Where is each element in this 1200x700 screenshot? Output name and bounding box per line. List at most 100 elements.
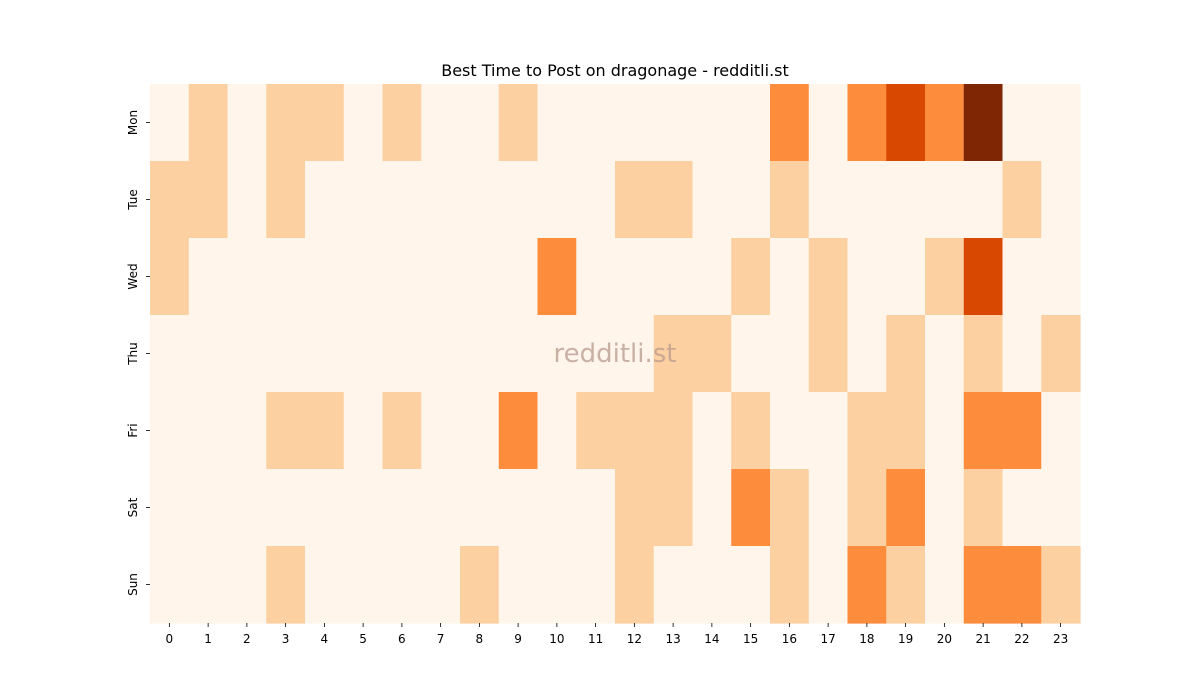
heatmap-cell-sun-7 [421, 546, 461, 624]
heatmap-cell-tue-0 [150, 161, 190, 239]
heatmap-cell-fri-19 [886, 392, 926, 470]
heatmap-cell-sat-5 [343, 469, 384, 547]
heatmap-cell-wed-3 [266, 238, 306, 316]
heatmap-cell-mon-16 [770, 84, 810, 162]
heatmap-cell-tue-7 [421, 161, 461, 239]
heatmap-cell-wed-4 [305, 238, 345, 316]
x-tick-label-9: 9 [514, 632, 522, 646]
heatmap-cell-mon-13 [653, 84, 694, 162]
heatmap-cell-fri-18 [847, 392, 887, 470]
x-tick-label-1: 1 [204, 632, 212, 646]
heatmap-cell-thu-4 [305, 315, 345, 393]
heatmap-cell-tue-3 [266, 161, 306, 239]
heatmap-cell-thu-22 [1002, 315, 1042, 393]
y-tick-label-tue: Tue [126, 189, 140, 211]
heatmap-cell-thu-21 [963, 315, 1004, 393]
heatmap-cell-fri-0 [150, 392, 190, 470]
heatmap-cell-fri-15 [731, 392, 771, 470]
heatmap-cell-sat-10 [537, 469, 577, 547]
heatmap-cell-wed-1 [188, 238, 229, 316]
heatmap-cell-sun-15 [731, 546, 771, 624]
heatmap-cell-tue-17 [808, 161, 849, 239]
heatmap-cell-sat-22 [1002, 469, 1042, 547]
heatmap-cell-sun-18 [847, 546, 887, 624]
heatmap-cell-sat-8 [460, 469, 500, 547]
x-tick-label-7: 7 [437, 632, 445, 646]
heatmap-cell-fri-5 [343, 392, 384, 470]
heatmap-cell-fri-14 [692, 392, 732, 470]
heatmap-cell-mon-2 [227, 84, 267, 162]
heatmap-cell-fri-20 [925, 392, 965, 470]
heatmap-cell-thu-15 [731, 315, 771, 393]
heatmap-cell-tue-6 [382, 161, 422, 239]
x-tick-label-14: 14 [704, 632, 719, 646]
heatmap-cell-wed-16 [770, 238, 810, 316]
heatmap-cell-sat-18 [847, 469, 887, 547]
heatmap-cell-wed-13 [653, 238, 694, 316]
heatmap-cell-sat-16 [770, 469, 810, 547]
heatmap-cell-tue-20 [925, 161, 965, 239]
heatmap-cell-wed-9 [498, 238, 539, 316]
heatmap-cell-sun-10 [537, 546, 577, 624]
heatmap-cell-fri-3 [266, 392, 306, 470]
heatmap-cell-mon-4 [305, 84, 345, 162]
heatmap-cell-fri-21 [963, 392, 1004, 470]
heatmap-cell-tue-13 [653, 161, 694, 239]
heatmap-cell-thu-8 [460, 315, 500, 393]
heatmap-cell-tue-4 [305, 161, 345, 239]
heatmap-cell-sun-21 [963, 546, 1004, 624]
heatmap-cell-sat-19 [886, 469, 926, 547]
x-tick-label-2: 2 [243, 632, 251, 646]
heatmap-cell-thu-19 [886, 315, 926, 393]
heatmap-cell-fri-10 [537, 392, 577, 470]
heatmap-cell-sat-21 [963, 469, 1004, 547]
heatmap-cell-fri-6 [382, 392, 422, 470]
heatmap-cell-sun-12 [615, 546, 655, 624]
heatmap-cell-tue-18 [847, 161, 887, 239]
heatmap-cell-fri-13 [653, 392, 694, 470]
heatmap-cell-mon-0 [150, 84, 190, 162]
heatmap-cell-sat-3 [266, 469, 306, 547]
heatmap-cell-thu-18 [847, 315, 887, 393]
heatmap-cell-sun-22 [1002, 546, 1042, 624]
x-tick-label-11: 11 [588, 632, 603, 646]
heatmap-cell-sun-0 [150, 546, 190, 624]
heatmap-cell-mon-11 [576, 84, 616, 162]
y-tick-label-wed: Wed [126, 263, 140, 289]
heatmap-cell-tue-22 [1002, 161, 1042, 239]
x-tick-label-17: 17 [820, 632, 835, 646]
heatmap-cell-mon-12 [615, 84, 655, 162]
heatmap-cell-sat-4 [305, 469, 345, 547]
heatmap-cell-tue-5 [343, 161, 384, 239]
heatmap-cell-mon-23 [1041, 84, 1081, 162]
y-tick-label-fri: Fri [126, 423, 140, 437]
heatmap-cell-thu-3 [266, 315, 306, 393]
x-tick-label-15: 15 [743, 632, 758, 646]
heatmap-cell-wed-20 [925, 238, 965, 316]
heatmap-cell-thu-5 [343, 315, 384, 393]
x-tick-label-18: 18 [859, 632, 874, 646]
heatmap-cell-sun-8 [460, 546, 500, 624]
heatmap-cell-wed-11 [576, 238, 616, 316]
heatmap-cell-mon-6 [382, 84, 422, 162]
x-tick-label-20: 20 [937, 632, 952, 646]
heatmap-cell-sat-14 [692, 469, 732, 547]
heatmap-cell-sun-17 [808, 546, 849, 624]
x-tick-label-12: 12 [627, 632, 642, 646]
heatmap-cell-thu-9 [498, 315, 539, 393]
y-tick-label-sat: Sat [126, 497, 140, 517]
heatmap-cell-sat-2 [227, 469, 267, 547]
x-axis: 0 1 2 3 4 5 6 7 8 9 10 11 12 13 14 15 16 17 18 19 20 21 22 23 [166, 623, 1068, 646]
heatmap-cell-sat-20 [925, 469, 965, 547]
heatmap-cell-mon-15 [731, 84, 771, 162]
x-tick-label-8: 8 [476, 632, 484, 646]
x-tick-label-4: 4 [321, 632, 329, 646]
heatmap-cell-mon-5 [343, 84, 384, 162]
heatmap-cell-wed-2 [227, 238, 267, 316]
heatmap-cell-tue-19 [886, 161, 926, 239]
heatmap-cell-fri-23 [1041, 392, 1081, 470]
heatmap-cell-wed-17 [808, 238, 849, 316]
heatmap-cell-tue-21 [963, 161, 1004, 239]
heatmap-cell-thu-6 [382, 315, 422, 393]
x-tick-label-23: 23 [1053, 632, 1068, 646]
